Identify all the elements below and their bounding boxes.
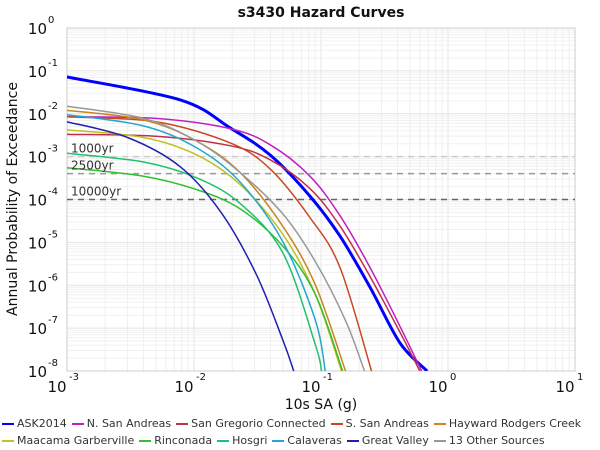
curves	[67, 75, 429, 371]
y-tick-exponent: -7	[48, 315, 58, 326]
series-line-hosgri	[67, 152, 323, 371]
legend-item[interactable]: 13 Other Sources	[433, 434, 545, 447]
legend-label: Maacama Garberville	[17, 434, 135, 447]
y-tick-label: 10	[28, 320, 47, 338]
y-tick-label: 10	[28, 234, 47, 252]
series-line-ask2014	[67, 75, 429, 371]
y-tick-exponent: 0	[48, 15, 54, 26]
legend-swatch	[139, 439, 152, 442]
x-tick-exponent: -3	[69, 372, 79, 383]
y-tick-label: 10	[28, 20, 47, 38]
legend-swatch	[71, 422, 84, 425]
x-tick-exponent: 0	[450, 372, 456, 383]
series-line-13-other-sources	[67, 105, 366, 371]
legend-swatch	[217, 439, 230, 442]
legend-label: S. San Andreas	[345, 417, 429, 430]
legend-swatch	[330, 422, 343, 425]
legend-item[interactable]: Hosgri	[217, 434, 267, 447]
y-tick-label: 10	[28, 106, 47, 124]
x-tick-label: 10	[174, 378, 193, 396]
legend-swatch	[176, 422, 189, 425]
legend-label: ASK2014	[17, 417, 67, 430]
legend-item[interactable]: San Gregorio Connected	[176, 417, 326, 430]
y-tick-label: 10	[28, 363, 47, 381]
legend-label: 13 Other Sources	[448, 434, 545, 447]
legend-item[interactable]: Rinconada	[139, 434, 212, 447]
y-tick-exponent: -1	[48, 58, 58, 69]
y-tick-exponent: -8	[48, 358, 58, 369]
y-tick-label: 10	[28, 277, 47, 295]
series-line-n-san-andreas	[67, 116, 423, 371]
y-tick-label: 10	[28, 192, 47, 210]
legend-item[interactable]: Hayward Rodgers Creek	[433, 417, 582, 430]
x-axis-label: 10s SA (g)	[285, 397, 358, 413]
chart-title: s3430 Hazard Curves	[238, 5, 405, 21]
y-tick-exponent: -2	[48, 101, 58, 112]
x-tick-exponent: -2	[196, 372, 206, 383]
legend-item[interactable]: S. San Andreas	[330, 417, 429, 430]
y-tick-label: 10	[28, 149, 47, 167]
y-axis-label: Annual Probability of Exceedance	[5, 82, 21, 316]
legend-item[interactable]: N. San Andreas	[71, 417, 172, 430]
y-tick-exponent: -4	[48, 187, 58, 198]
x-tick-exponent: -1	[323, 372, 333, 383]
x-tick-label: 10	[47, 378, 66, 396]
legend-label: Rinconada	[154, 434, 213, 447]
legend-swatch	[272, 439, 285, 442]
series-line-rinconada	[67, 167, 344, 371]
legend-swatch	[2, 422, 14, 425]
return-period-labels: 1000yr 2500yr 10000yr	[71, 142, 121, 199]
return-period-label: 10000yr	[71, 185, 121, 199]
legend-label: Hayward Rodgers Creek	[448, 417, 582, 430]
legend-label: Great Valley	[361, 434, 429, 447]
series-line-san-gregorio-connected	[67, 133, 421, 371]
legend-label: N. San Andreas	[86, 417, 172, 430]
legend-label: San Gregorio Connected	[191, 417, 326, 430]
x-tick-label: 10	[301, 378, 320, 396]
legend-item[interactable]: Maacama Garberville	[2, 434, 134, 447]
y-tick-exponent: -3	[48, 144, 58, 155]
legend-label: Hosgri	[232, 434, 268, 447]
series-line-calaveras	[67, 113, 326, 371]
legend-row: Maacama Garberville Rinconada Hosgri Calave…	[2, 434, 550, 447]
legend-row: ASK2014 N. San Andreas San Gregorio Connec…	[2, 417, 586, 430]
x-tick-label: 10	[428, 378, 447, 396]
series-line-great-valley	[67, 121, 295, 371]
legend-swatch	[433, 439, 446, 442]
y-tick-exponent: -6	[48, 272, 58, 283]
y-tick-label: 10	[28, 63, 47, 81]
return-period-label: 1000yr	[71, 142, 114, 156]
legend-swatch	[346, 439, 359, 442]
x-tick-label: 10	[555, 378, 574, 396]
legend-item[interactable]: Great Valley	[346, 434, 429, 447]
legend-item[interactable]: Calaveras	[272, 434, 342, 447]
x-tick-exponent: 1	[577, 372, 583, 383]
return-period-label: 2500yr	[71, 159, 114, 173]
legend-label: Calaveras	[287, 434, 342, 447]
y-tick-exponent: -5	[48, 229, 58, 240]
legend-swatch	[2, 439, 14, 442]
legend-swatch	[433, 422, 446, 425]
legend-item[interactable]: ASK2014	[2, 417, 67, 430]
